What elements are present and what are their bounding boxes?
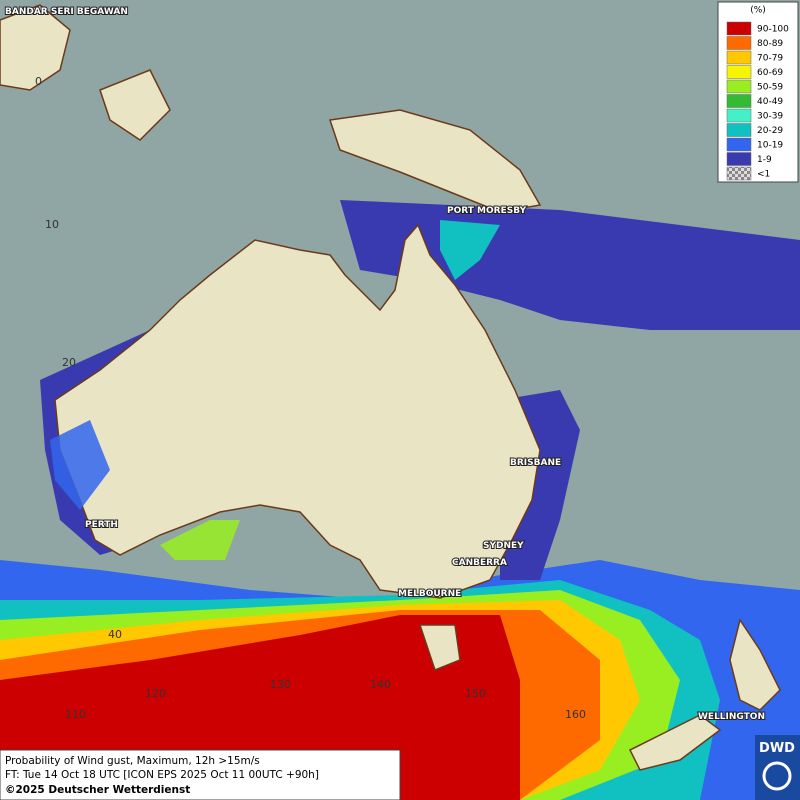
legend-swatch (726, 36, 752, 50)
footer-line: ©2025 Deutscher Wetterdienst (5, 784, 190, 796)
legend-title: (%) (750, 6, 766, 16)
footer-box (0, 749, 401, 800)
land (0, 4, 781, 771)
legend-label: 70-79 (757, 54, 783, 64)
legend-label: 80-89 (757, 39, 783, 49)
legend-label: 10-19 (757, 141, 783, 151)
logo-mark (762, 761, 792, 791)
legend-swatch (726, 94, 752, 108)
city-label: WELLINGTON (698, 712, 765, 722)
legend-label: 50-59 (757, 83, 783, 93)
city-label: BANDAR SERI BEGAWAN (5, 7, 128, 17)
logo: DWD (759, 741, 795, 756)
footer-line: Probability of Wind gust, Maximum, 12h >… (5, 755, 260, 767)
city-label: SYDNEY (483, 541, 524, 551)
legend-swatch (726, 108, 752, 123)
legend-swatch (726, 79, 752, 94)
footer-line: FT: Tue 14 Oct 18 UTC [ICON EPS 2025 Oct… (5, 769, 319, 781)
city-label: BRISBANE (510, 458, 561, 468)
legend-label: 20-29 (757, 126, 783, 136)
city-label: CANBERRA (452, 558, 507, 568)
graticule-label: 150 (465, 687, 486, 700)
legend-swatch (726, 152, 752, 166)
legend-swatch (726, 137, 752, 152)
city-label: PORT MORESBY (447, 206, 527, 216)
graticule-label: 20 (62, 356, 76, 369)
legend-label: 90-100 (757, 25, 789, 35)
graticule-label: 120 (145, 687, 166, 700)
legend-label: 40-49 (757, 97, 783, 107)
legend-swatch (726, 166, 752, 181)
graticule-label: 40 (108, 628, 122, 641)
blue-overlay (50, 420, 240, 560)
legend-label: 30-39 (757, 112, 783, 122)
legend-swatch (726, 123, 752, 137)
legend-label: <1 (757, 170, 770, 180)
legend-label: 60-69 (757, 68, 783, 78)
city-label: PERTH (85, 520, 118, 530)
graticule-label: 160 (565, 708, 586, 721)
graticule-label: 10 (45, 218, 59, 231)
city-label: MELBOURNE (398, 589, 461, 599)
legend-swatch (726, 65, 752, 79)
legend-label: 1-9 (757, 155, 772, 165)
legend-swatch (726, 50, 752, 65)
graticule-label: 130 (270, 678, 291, 691)
graticule-label: 140 (370, 678, 391, 691)
legend: (%) 90-100 80-89 70-79 60-69 50-59 40-49 30-39… (717, 1, 799, 183)
graticule-label: 110 (65, 708, 86, 721)
labels: BANDAR SERI BEGAWAN PORT MORESBY BRISBANE S… (4, 6, 766, 723)
footer: Probability of Wind gust, Maximum, 12h >… (0, 735, 800, 800)
graticule-label: 0 (35, 75, 42, 88)
legend-swatch (726, 21, 752, 36)
